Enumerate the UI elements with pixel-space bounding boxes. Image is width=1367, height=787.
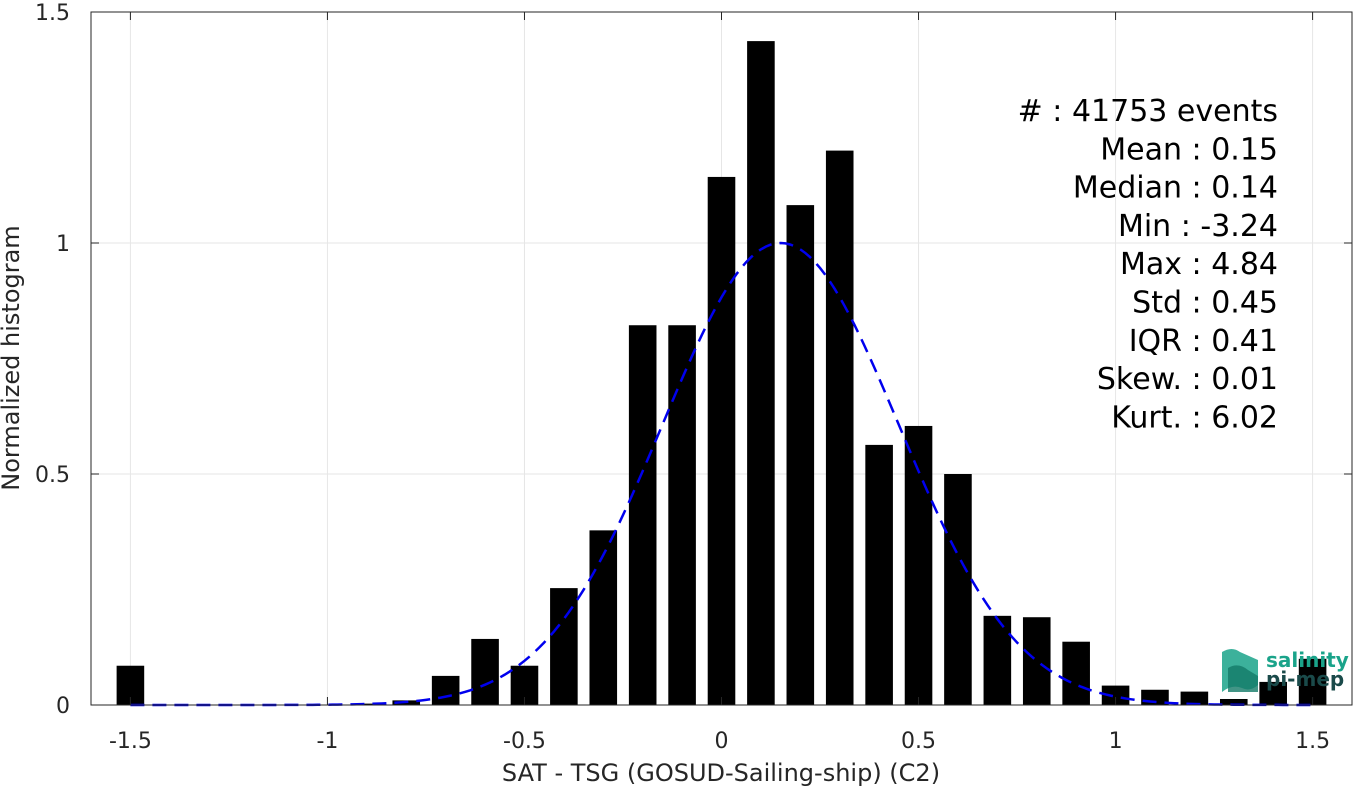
x-tick-labels: -1.5 -1 -0.5 0 0.5 1 1.5: [109, 729, 1330, 754]
y-axis-title: Normalized histogram: [0, 225, 25, 490]
salinity-pi-mep-logo: salinity pi-mep: [1222, 648, 1349, 692]
histogram-bar: [1022, 617, 1051, 705]
histogram-bar: [786, 205, 815, 705]
histogram-bar: [589, 530, 618, 705]
histogram-bar: [1259, 681, 1287, 705]
stat-line: Min : -3.24: [1118, 209, 1278, 244]
histogram-bar: [1219, 698, 1248, 705]
histogram-bar: [707, 176, 736, 705]
y-tick-label: 1.5: [35, 1, 70, 26]
x-tick-label: -0.5: [503, 729, 546, 754]
histogram-bar: [628, 325, 657, 705]
stat-line: Skew. : 0.01: [1097, 362, 1278, 397]
histogram-bar: [471, 638, 499, 705]
histogram-bar: [944, 474, 972, 705]
histogram-bar: [747, 41, 775, 705]
histogram-bar: [1101, 685, 1130, 705]
y-tick-label: 1: [56, 232, 70, 257]
stat-line: Std : 0.45: [1132, 286, 1278, 321]
histogram-bar: [825, 150, 854, 706]
x-tick-label: 1: [1109, 729, 1123, 754]
y-tick-label: 0: [56, 694, 70, 719]
histogram-bar: [353, 703, 381, 705]
axis-ticks: [91, 11, 1352, 706]
stat-line: Max : 4.84: [1120, 247, 1278, 282]
x-tick-label: -1: [316, 729, 338, 754]
x-tick-label: -1.5: [109, 729, 152, 754]
stat-line: Median : 0.14: [1073, 171, 1278, 206]
histogram-bar: [668, 325, 696, 705]
y-tick-label: 0.5: [35, 463, 70, 488]
stat-line: # : 41753 events: [1018, 94, 1278, 129]
x-tick-label: 0.5: [901, 729, 936, 754]
histogram-bar: [431, 675, 460, 705]
x-tick-label: 0: [715, 729, 729, 754]
y-tick-labels: 0 0.5 1 1.5: [35, 1, 70, 719]
stat-line: Kurt. : 6.02: [1111, 400, 1278, 435]
histogram-bar: [1062, 641, 1090, 705]
logo-text-line2: pi-mep: [1266, 667, 1344, 691]
histogram-bar: [983, 615, 1012, 705]
x-axis-title: SAT - TSG (GOSUD-Sailing-ship) (C2): [502, 759, 940, 787]
x-tick-label: 1.5: [1295, 729, 1330, 754]
logo-text-line1: salinity: [1266, 648, 1349, 672]
histogram-bars: [116, 41, 1327, 706]
stat-line: IQR : 0.41: [1129, 324, 1278, 359]
gaussian-fit-curve: [130, 241, 1313, 707]
histogram-bar: [1180, 691, 1209, 705]
histogram-bar: [904, 425, 933, 705]
histogram-bar: [865, 444, 893, 705]
histogram-bar: [550, 588, 578, 705]
logo-wave-shadow-icon: [1228, 665, 1258, 692]
stat-line: Mean : 0.15: [1100, 132, 1278, 167]
